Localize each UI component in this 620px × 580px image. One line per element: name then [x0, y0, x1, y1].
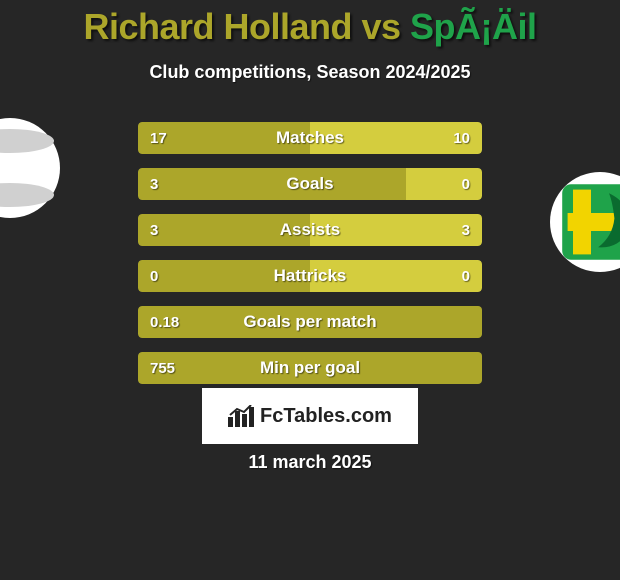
bar-row: 755Min per goal	[138, 352, 482, 384]
title-vs: vs	[352, 6, 410, 47]
club-crest-icon	[555, 177, 620, 267]
bar-label: Matches	[138, 122, 482, 154]
page-title: Richard Holland vs SpÃ¡Äil	[0, 0, 620, 48]
bar-label: Goals	[138, 168, 482, 200]
bar-row: 00Hattricks	[138, 260, 482, 292]
bar-label: Hattricks	[138, 260, 482, 292]
chart-bars-icon	[228, 405, 254, 427]
bar-label: Goals per match	[138, 306, 482, 338]
player1-badge	[0, 118, 60, 218]
bar-label: Assists	[138, 214, 482, 246]
date-line: 11 march 2025	[0, 452, 620, 473]
placeholder-oval	[0, 129, 54, 153]
title-player1: Richard Holland	[83, 6, 352, 47]
comparison-bars: 1710Matches 30Goals 33Assists 00Hattricks 0.…	[138, 122, 482, 398]
player2-badge	[550, 172, 620, 272]
bar-row: 33Assists	[138, 214, 482, 246]
logo-suffix: Tables.com	[283, 405, 392, 427]
subtitle: Club competitions, Season 2024/2025	[0, 62, 620, 83]
placeholder-oval	[0, 183, 54, 207]
bar-row: 30Goals	[138, 168, 482, 200]
bar-row: 0.18Goals per match	[138, 306, 482, 338]
bar-label: Min per goal	[138, 352, 482, 384]
logo-text: FcTables.com	[260, 405, 392, 428]
bar-row: 1710Matches	[138, 122, 482, 154]
title-player2: SpÃ¡Äil	[410, 6, 537, 47]
fctables-logo: FcTables.com	[202, 388, 418, 444]
logo-prefix: Fc	[260, 405, 283, 427]
